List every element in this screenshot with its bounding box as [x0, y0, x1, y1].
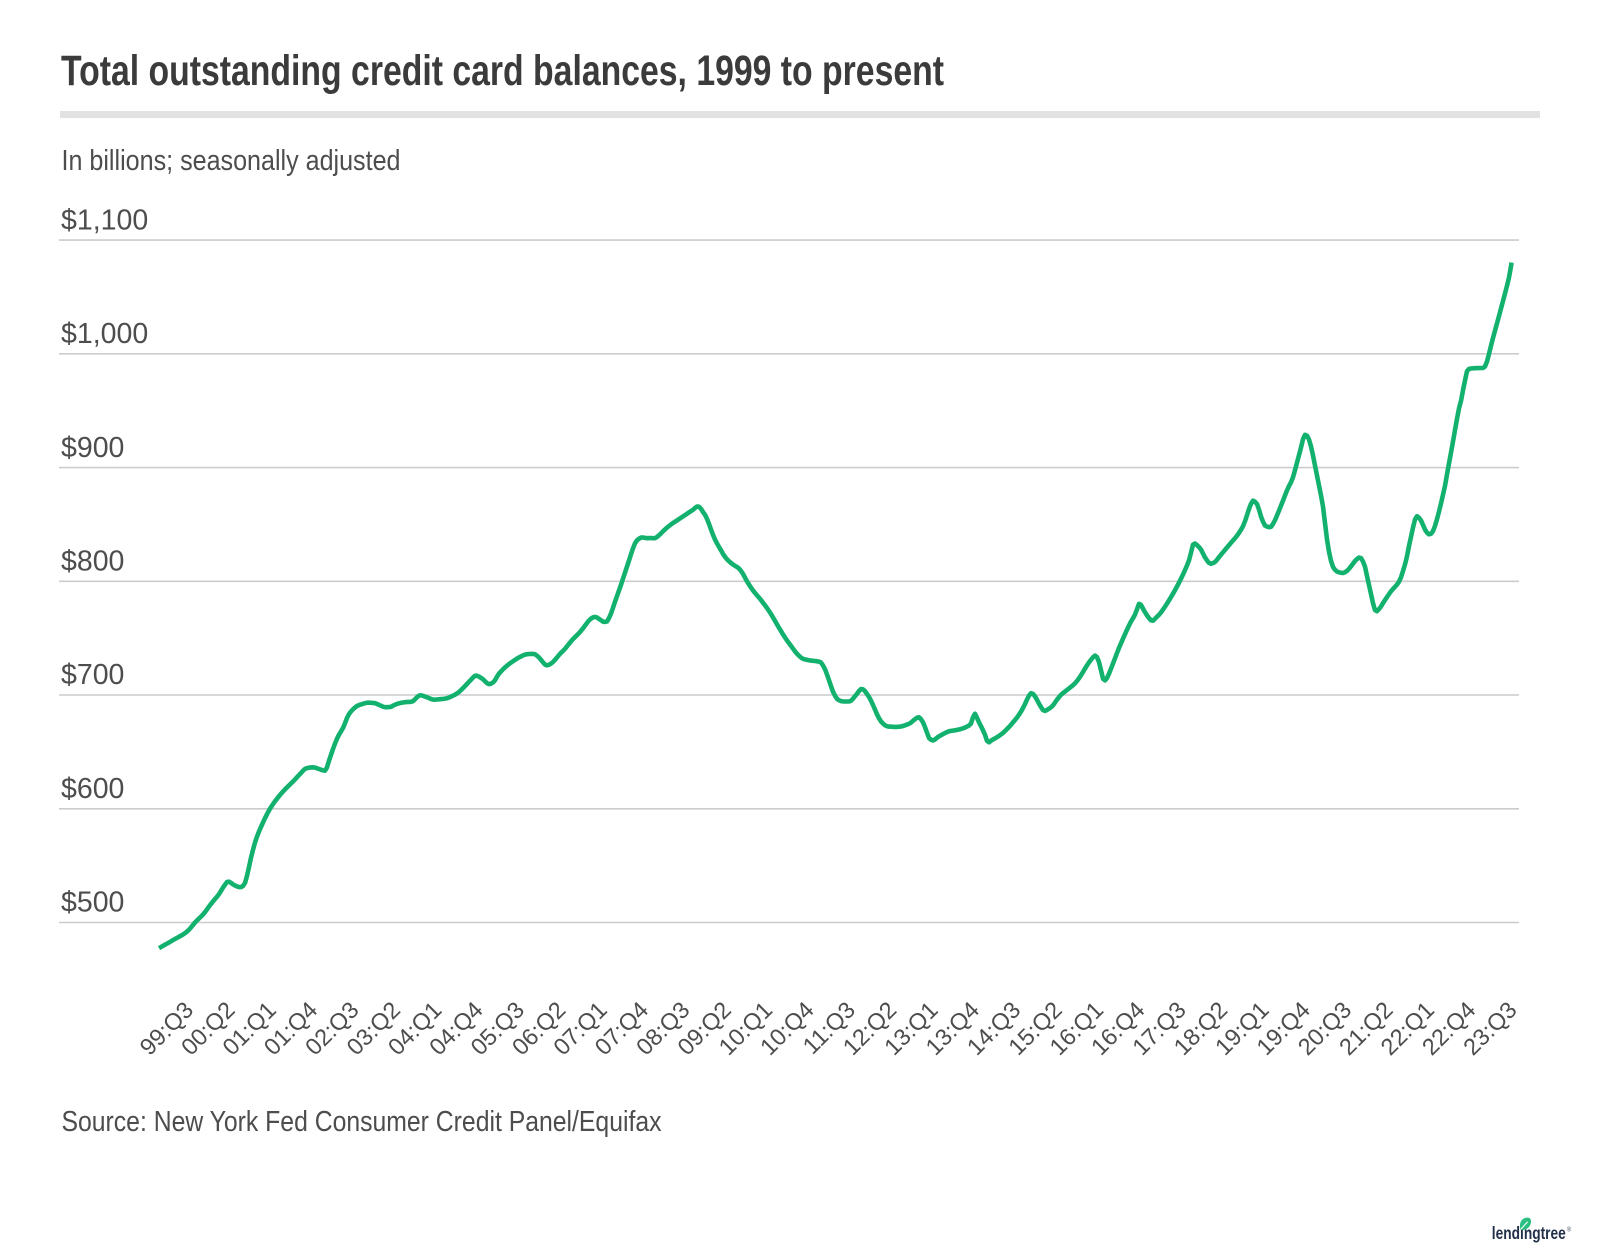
- svg-text:$500: $500: [61, 887, 124, 919]
- svg-text:Total outstanding credit card: Total outstanding credit card balances, …: [61, 47, 944, 95]
- svg-text:$700: $700: [61, 659, 124, 691]
- svg-text:$900: $900: [61, 432, 124, 464]
- svg-text:Source: New York Fed Consumer: Source: New York Fed Consumer Credit Pan…: [62, 1106, 662, 1138]
- svg-text:$1,100: $1,100: [61, 204, 148, 236]
- svg-text:lendingtree: lendingtree: [1492, 1223, 1566, 1243]
- svg-text:$1,000: $1,000: [61, 318, 148, 350]
- svg-text:In billions; seasonally adjust: In billions; seasonally adjusted: [62, 145, 401, 177]
- svg-text:$800: $800: [61, 546, 124, 578]
- svg-text:$600: $600: [61, 773, 124, 805]
- svg-text:®: ®: [1567, 1227, 1572, 1234]
